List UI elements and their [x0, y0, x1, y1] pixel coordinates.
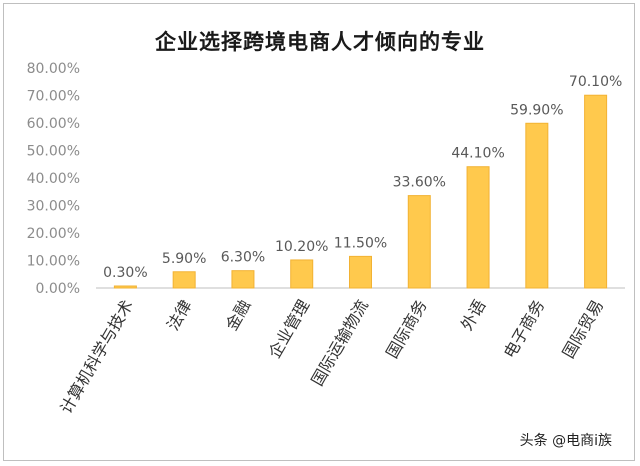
- bar: [172, 271, 196, 289]
- x-tick-label: 金融: [222, 297, 254, 334]
- y-tick-label: 80.00%: [27, 61, 80, 77]
- bar: [407, 195, 431, 289]
- y-tick-label: 70.00%: [27, 89, 80, 105]
- bar: [584, 94, 608, 289]
- x-tick-label: 国际贸易: [559, 297, 607, 362]
- y-tick-label: 0.00%: [36, 281, 80, 297]
- x-tick-label: 电子商务: [500, 297, 548, 362]
- bar: [525, 122, 549, 289]
- x-tick-label: 国际商务: [382, 297, 430, 362]
- data-label: 33.60%: [393, 175, 446, 191]
- y-tick-label: 10.00%: [27, 254, 80, 270]
- data-label: 70.10%: [569, 74, 622, 90]
- y-tick-label: 60.00%: [27, 116, 80, 132]
- y-tick-label: 30.00%: [27, 199, 80, 215]
- watermark: 头条 @电商i族: [519, 433, 612, 449]
- bar: [113, 285, 137, 289]
- bar: [290, 259, 314, 289]
- x-tick-label: 企业管理: [265, 297, 313, 362]
- bar: [231, 270, 255, 289]
- x-tick-label: 计算机科学与技术: [56, 297, 136, 417]
- y-tick-label: 50.00%: [27, 144, 80, 160]
- data-label: 5.90%: [162, 251, 206, 267]
- data-label: 10.20%: [275, 239, 328, 255]
- y-tick-label: 40.00%: [27, 171, 80, 187]
- x-tick-label: 法律: [163, 297, 195, 334]
- x-tick-label: 外语: [457, 297, 489, 334]
- data-label: 0.30%: [103, 265, 147, 281]
- y-tick-label: 20.00%: [27, 226, 80, 242]
- x-tick-label: 国际运输物流: [308, 297, 372, 390]
- data-label: 44.10%: [451, 146, 504, 162]
- data-label: 6.30%: [221, 250, 265, 266]
- data-label: 59.90%: [510, 102, 563, 118]
- chart-title: 企业选择跨境电商人才倾向的专业: [155, 30, 485, 54]
- data-label: 11.50%: [334, 235, 387, 251]
- bar: [466, 166, 490, 289]
- bar: [349, 255, 372, 289]
